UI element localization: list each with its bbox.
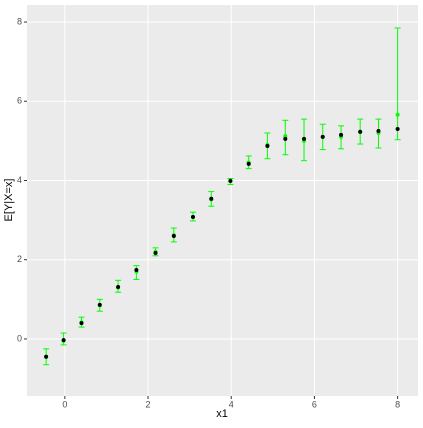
point: [228, 178, 233, 183]
point: [79, 321, 84, 326]
point: [339, 132, 344, 137]
point: [116, 285, 121, 290]
x-tick-label: 0: [62, 399, 67, 409]
point: [283, 136, 288, 141]
panel: [27, 5, 418, 396]
y-tick-label: 0: [17, 333, 22, 343]
estimate-point: [395, 112, 400, 117]
point: [44, 354, 49, 359]
point: [395, 126, 400, 131]
x-tick-label: 6: [312, 399, 317, 409]
point: [209, 196, 214, 201]
y-tick-label: 2: [17, 254, 22, 264]
point: [246, 161, 251, 166]
point: [190, 214, 195, 219]
point: [302, 136, 307, 141]
x-tick-label: 4: [229, 399, 234, 409]
y-tick-label: 4: [17, 175, 22, 185]
point: [376, 128, 381, 133]
y-tick-label: 6: [17, 96, 22, 106]
point: [97, 302, 102, 307]
x-tick-label: 8: [395, 399, 400, 409]
point: [153, 250, 158, 255]
point: [265, 144, 270, 149]
point: [61, 338, 66, 343]
point: [320, 134, 325, 139]
point: [171, 233, 176, 238]
y-tick-label: 8: [17, 16, 22, 26]
point: [358, 129, 363, 134]
x-axis-label: x1: [216, 408, 228, 420]
point: [134, 268, 139, 273]
y-axis-label: E[Y|X=x]: [3, 179, 15, 222]
x-tick-label: 2: [146, 399, 151, 409]
estimate-point: [283, 134, 288, 139]
